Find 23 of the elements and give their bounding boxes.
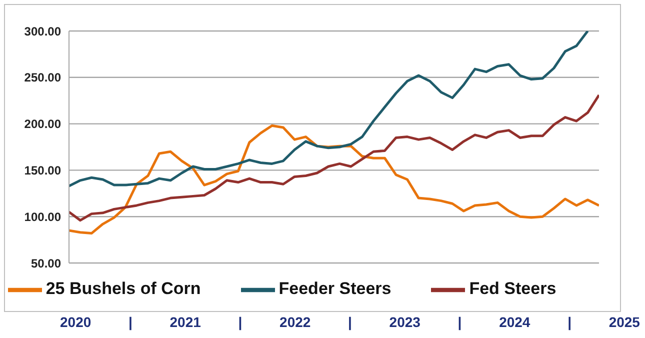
text: |	[568, 314, 572, 330]
legend-label: Feeder Steers	[278, 279, 392, 298]
line-series	[69, 94, 599, 222]
line-series	[69, 124, 599, 235]
text: 2021	[170, 314, 201, 330]
y-tick-label: 300.00	[24, 24, 62, 38]
legend-label: 25 Bushels of Corn	[46, 279, 201, 298]
text: |	[458, 314, 462, 330]
text: 2022	[280, 314, 311, 330]
y-tick-label: 100.00	[24, 210, 62, 224]
legend-label: Fed Steers	[469, 279, 556, 298]
line-series	[69, 31, 589, 188]
text: 2020	[60, 314, 92, 330]
y-tick-label: 250.00	[24, 70, 62, 85]
text: 2025	[608, 314, 640, 330]
text: |	[238, 314, 242, 330]
text: |	[128, 314, 132, 330]
y-tick-label: 50.00	[30, 256, 62, 270]
y-tick-label: 200.00	[24, 117, 62, 132]
y-tick-label: 150.00	[24, 163, 62, 178]
text: 2023	[389, 314, 420, 330]
text: 2024	[499, 314, 530, 330]
text: |	[348, 314, 352, 330]
